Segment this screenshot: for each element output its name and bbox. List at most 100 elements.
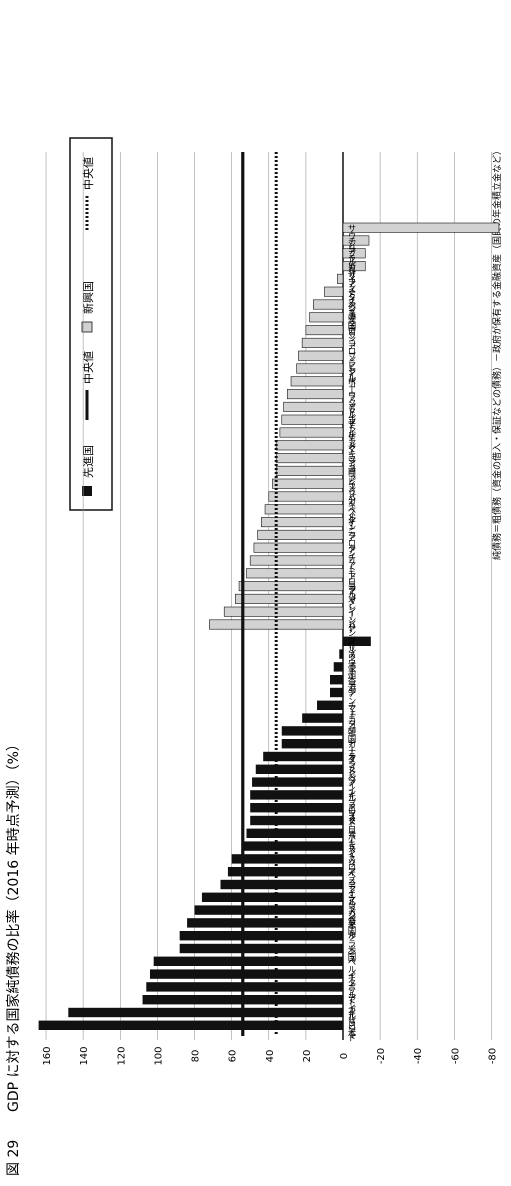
bar	[279, 427, 344, 438]
category-labels: 日本ギリシャアイルランドポルトガルイタリアベルギー米国フランス英国スペインシンガ…	[346, 224, 356, 1042]
bar	[220, 879, 343, 890]
bar	[275, 440, 344, 451]
bar	[250, 790, 343, 800]
category-label: アルゼンチン	[346, 403, 356, 449]
legend-label-median-dotted: 中央値	[82, 157, 95, 190]
bar	[342, 261, 366, 272]
bar	[281, 739, 343, 749]
bar	[343, 636, 371, 646]
legend-label-median-solid: 中央値	[82, 351, 95, 384]
bar	[342, 248, 366, 259]
bar	[313, 299, 344, 310]
bar	[153, 956, 343, 966]
category-label: ルーマニア	[346, 429, 356, 467]
bar	[263, 751, 343, 762]
bar	[337, 273, 344, 284]
bar	[275, 453, 344, 464]
category-label: コロンビア	[346, 339, 356, 377]
tick-label: -80	[487, 1048, 498, 1064]
category-label: オーストリア	[346, 830, 356, 876]
bar	[330, 687, 343, 698]
category-label: ニュージーランド	[346, 714, 356, 775]
bar	[281, 414, 344, 425]
category-label: マレーシア	[346, 595, 356, 633]
category-label: ウクライナ	[346, 390, 356, 428]
bar	[275, 465, 344, 476]
category-label: デンマーク	[346, 688, 356, 727]
tick-label: -40	[413, 1048, 424, 1064]
bar	[298, 350, 344, 361]
bar	[187, 918, 343, 928]
category-label: カナダ	[346, 740, 356, 763]
category-label: サウジアラビア	[346, 224, 356, 277]
category-label: スウェーデン	[346, 650, 356, 696]
bar	[272, 478, 344, 489]
tick-label: -20	[376, 1048, 387, 1064]
bar	[238, 581, 344, 592]
bar	[342, 222, 500, 233]
category-label: ロシア	[346, 326, 356, 349]
category-label: アイスランド	[346, 881, 356, 927]
bar	[281, 726, 343, 736]
category-label: ポーランド	[346, 378, 356, 416]
category-label: スペイン	[346, 766, 356, 797]
bar	[309, 312, 344, 323]
category-label: インドネシア	[346, 275, 356, 321]
category-label: ベルギー	[346, 958, 356, 988]
bar	[290, 376, 344, 387]
category-label: ペルー	[346, 506, 356, 528]
bar	[268, 491, 344, 502]
category-label: ナイジェリア	[346, 288, 356, 334]
bar	[261, 517, 344, 528]
tick-label: 140	[79, 1046, 90, 1065]
bar	[231, 854, 343, 864]
axis-ticks: 160 140 120 100 80 60 40 20 0 -20 -40 -60 -80	[42, 1046, 498, 1065]
bar	[246, 828, 343, 838]
category-label: メキシコ	[346, 442, 356, 473]
category-label: ギリシャ	[346, 1009, 356, 1039]
tick-label: 160	[42, 1046, 53, 1065]
bar	[342, 235, 370, 246]
legend-swatch-advanced	[82, 486, 92, 496]
bar	[287, 389, 344, 400]
bar	[179, 931, 343, 941]
bar	[264, 504, 344, 515]
bar	[250, 815, 343, 826]
bar	[227, 867, 343, 877]
bar	[301, 337, 344, 348]
category-label: チリ	[346, 237, 356, 253]
category-label: タイ	[346, 544, 356, 560]
bar	[201, 892, 343, 902]
category-label: ポルトガル	[346, 983, 356, 1021]
category-label: 韓国	[346, 727, 356, 745]
legend-swatch-emerging	[81, 321, 93, 333]
bar	[179, 943, 343, 954]
category-label: ノルウェー	[346, 638, 356, 676]
bar	[302, 713, 343, 723]
bar	[38, 1020, 344, 1030]
bar	[283, 401, 344, 412]
category-label: チェコ	[346, 702, 356, 725]
bar	[305, 325, 344, 336]
category-label: ドイツ	[346, 842, 356, 865]
bar	[223, 606, 344, 617]
bar	[249, 555, 344, 566]
bar	[68, 1007, 343, 1018]
bar	[246, 568, 344, 579]
bar	[333, 662, 343, 672]
bar	[257, 529, 344, 540]
legend: 先進国 中央値 新興国 中央値	[69, 137, 113, 511]
category-label: ベネズエラ	[346, 301, 356, 339]
category-label: シンガポール	[346, 894, 356, 940]
bar	[255, 764, 343, 774]
tick-label: 20	[302, 1050, 313, 1063]
bar	[253, 542, 344, 553]
category-label: イラン	[346, 480, 356, 503]
category-label: ケニア	[346, 518, 356, 541]
bar	[242, 841, 343, 851]
bar	[250, 803, 343, 813]
median-lines	[241, 152, 278, 1036]
category-label: オランダ	[346, 753, 356, 784]
bar	[324, 286, 344, 297]
